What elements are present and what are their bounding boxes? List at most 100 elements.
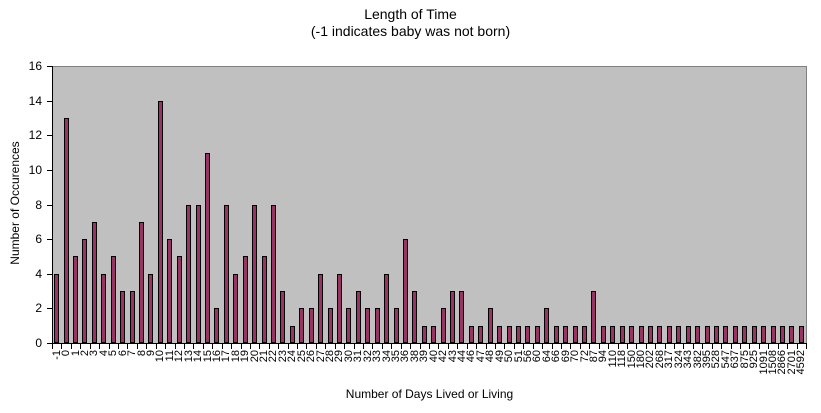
x-tick [504,344,506,349]
bar [280,291,286,343]
bar [534,325,540,343]
bar [346,308,352,343]
bar [497,325,503,343]
x-tick [202,344,204,349]
x-tick [315,344,317,349]
bar [751,325,757,343]
bar [723,325,729,343]
bar [713,325,719,343]
y-axis-title: Number of Occurences [8,141,22,265]
bar [270,204,276,343]
x-tick [136,344,138,349]
bar [638,325,644,343]
bar [487,308,493,343]
x-tick [598,344,600,349]
x-tick [655,344,657,349]
bar [440,308,446,343]
x-tick [344,344,346,349]
bar [450,291,456,343]
x-tick [796,344,798,349]
x-tick [740,344,742,349]
x-tick [645,344,647,349]
x-tick [579,344,581,349]
bar [468,325,474,343]
x-tick [391,344,393,349]
plot-area [53,66,807,343]
bar [619,325,625,343]
bar [657,325,663,343]
bar [761,325,767,343]
bar [355,291,361,343]
bar [214,308,220,343]
x-tick [193,344,195,349]
x-tick [268,344,270,349]
bar [676,325,682,343]
x-tick [636,344,638,349]
x-tick [447,344,449,349]
x-tick [212,344,214,349]
bar [299,308,305,343]
bar [478,325,484,343]
bar [393,308,399,343]
x-tick [221,344,223,349]
y-tick [47,66,52,67]
bar [101,273,107,343]
bar [148,273,154,343]
bar [412,291,418,343]
y-tick [47,100,52,102]
bar [798,325,804,343]
bar [459,291,465,343]
bar [139,221,145,343]
bar [695,325,701,343]
x-tick [297,344,299,349]
x-tick [806,344,807,349]
bar [73,256,79,343]
x-tick [61,344,63,349]
y-tick-label: 16 [28,59,42,73]
bar [431,325,437,343]
x-tick [165,344,167,349]
bar [384,273,390,343]
x-tick [334,344,336,349]
x-tick [674,344,676,349]
bar [544,308,550,343]
x-tick [99,344,101,349]
bar [704,325,710,343]
x-tick [259,344,261,349]
bar [666,325,672,343]
bar [176,256,182,343]
bar [572,325,578,343]
bar [789,325,795,343]
chart-title: Length of Time [364,6,457,22]
y-tick [47,169,52,171]
x-tick [249,344,251,349]
bar [252,204,258,343]
x-tick-label: 4592 [795,350,808,375]
x-tick [80,344,82,349]
x-tick [108,344,110,349]
x-tick [183,344,185,349]
bar [506,325,512,343]
y-tick [47,135,52,137]
x-tick [381,344,383,349]
bar [402,239,408,343]
bar [742,325,748,343]
x-tick [117,344,119,349]
y-tick-label: 12 [28,128,42,143]
x-tick [174,344,176,349]
bar [318,273,324,343]
x-tick [155,344,157,349]
bar [629,325,635,343]
x-tick [768,344,770,349]
x-tick [617,344,619,349]
x-tick [570,344,572,349]
bar [289,325,295,343]
bar [327,308,333,343]
x-tick [457,344,459,349]
bar [685,325,691,343]
x-tick [787,344,789,349]
x-tick [476,344,478,349]
x-axis-title: Number of Days Lived or Living [345,387,514,401]
x-tick [749,344,751,349]
y-tick [47,273,52,275]
